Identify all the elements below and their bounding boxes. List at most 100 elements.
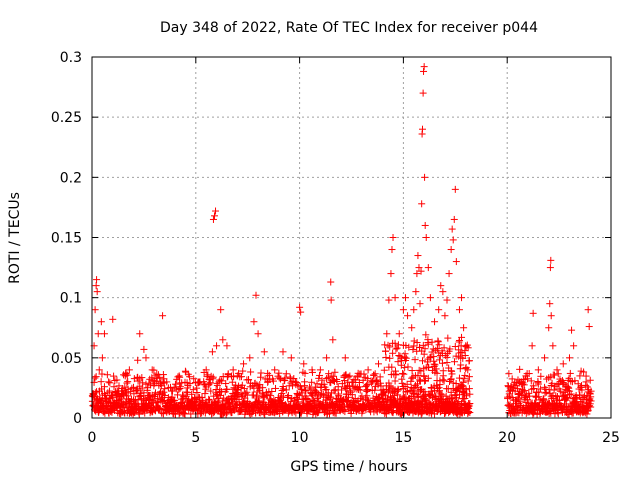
- data-point: [302, 387, 310, 395]
- data-point: [205, 395, 213, 403]
- data-point: [232, 381, 240, 389]
- data-point: [122, 389, 130, 397]
- y-tick-label: 0: [73, 411, 82, 427]
- data-point: [332, 409, 340, 417]
- data-point: [176, 383, 184, 391]
- data-point: [309, 396, 317, 404]
- data-point: [110, 383, 118, 391]
- data-point: [179, 391, 187, 399]
- data-point: [346, 372, 354, 380]
- data-point: [372, 377, 380, 385]
- x-tick-label: 10: [291, 430, 309, 446]
- data-point: [259, 392, 267, 400]
- data-point: [206, 379, 214, 387]
- x-tick-label: 20: [498, 430, 516, 446]
- data-point: [333, 378, 341, 386]
- data-point: [327, 393, 335, 401]
- y-tick-label: 0.15: [51, 231, 82, 247]
- x-tick-label: 5: [191, 430, 200, 446]
- data-point: [193, 388, 201, 396]
- data-point: [171, 397, 179, 405]
- data-point: [110, 372, 118, 380]
- data-point: [128, 384, 136, 392]
- data-point: [139, 396, 147, 404]
- data-point: [100, 383, 108, 391]
- data-point: [340, 377, 348, 385]
- data-point: [338, 386, 346, 394]
- data-point: [105, 387, 113, 395]
- data-point: [240, 385, 248, 393]
- data-point: [279, 385, 287, 393]
- data-point: [331, 368, 339, 376]
- data-point: [323, 375, 331, 383]
- y-tick-label: 0.25: [51, 110, 82, 126]
- data-point: [190, 375, 198, 383]
- data-point: [313, 380, 321, 388]
- y-tick-label: 0.2: [60, 170, 82, 186]
- data-point: [250, 391, 258, 399]
- data-point: [156, 405, 164, 413]
- data-point: [230, 373, 238, 381]
- data-point: [223, 385, 231, 393]
- data-point: [301, 382, 309, 390]
- data-point: [330, 377, 338, 385]
- data-points: [88, 63, 595, 418]
- data-point: [238, 406, 246, 414]
- data-point: [138, 374, 146, 382]
- data-point: [158, 409, 166, 417]
- data-point: [355, 383, 363, 391]
- data-point: [239, 367, 247, 375]
- data-point: [263, 391, 271, 399]
- data-point: [316, 371, 324, 379]
- data-point: [272, 384, 280, 392]
- data-point: [159, 410, 167, 418]
- data-point: [330, 387, 338, 395]
- y-axis-label: ROTI / TECUs: [7, 192, 23, 284]
- data-point: [344, 373, 352, 381]
- data-point: [115, 382, 123, 390]
- x-axis-label: GPS time / hours: [290, 459, 407, 475]
- data-point: [209, 373, 217, 381]
- data-point: [123, 379, 131, 387]
- x-tick-label: 25: [602, 430, 620, 446]
- data-point: [213, 381, 221, 389]
- data-point: [201, 390, 209, 398]
- data-point: [210, 409, 218, 417]
- x-tick-label: 15: [394, 430, 412, 446]
- data-point: [284, 391, 292, 399]
- data-point: [93, 388, 101, 396]
- data-point: [376, 373, 384, 381]
- data-point: [373, 378, 381, 386]
- data-point: [105, 409, 113, 417]
- data-point: [247, 368, 255, 376]
- data-point: [139, 379, 147, 387]
- data-point: [113, 376, 121, 384]
- data-point: [92, 373, 100, 381]
- data-point: [189, 386, 197, 394]
- data-point: [315, 374, 323, 382]
- data-point: [238, 393, 246, 401]
- data-point: [259, 384, 267, 392]
- data-point: [320, 380, 328, 388]
- data-point: [301, 369, 309, 377]
- data-point: [142, 380, 150, 388]
- x-tick-label: 0: [88, 430, 97, 446]
- data-point: [282, 370, 290, 378]
- data-point: [370, 371, 378, 379]
- data-point: [382, 347, 390, 355]
- data-point: [104, 389, 112, 397]
- data-point: [331, 386, 339, 394]
- data-point: [277, 375, 285, 383]
- data-point: [380, 366, 388, 374]
- data-point: [222, 410, 230, 418]
- y-tick-label: 0.05: [51, 351, 82, 367]
- data-point: [152, 389, 160, 397]
- data-point: [268, 388, 276, 396]
- data-point: [171, 380, 179, 388]
- data-point: [341, 408, 349, 416]
- data-point: [345, 393, 353, 401]
- data-point: [367, 379, 375, 387]
- data-point: [339, 407, 347, 415]
- data-point: [360, 370, 368, 378]
